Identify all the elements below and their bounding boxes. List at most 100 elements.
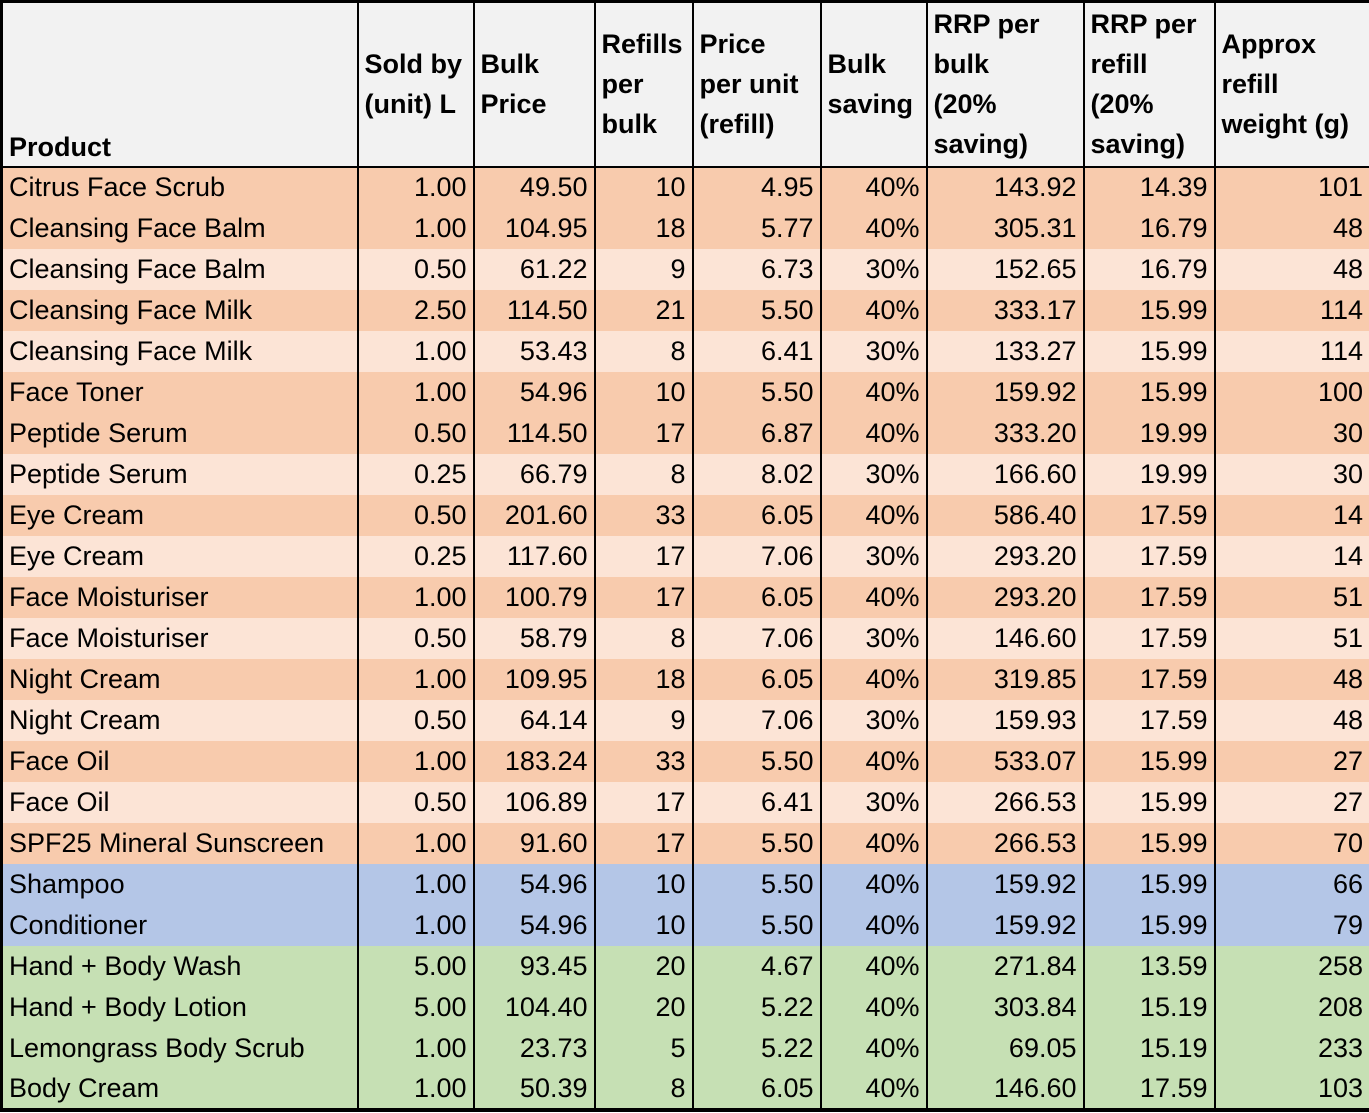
cell-product[interactable]: Cleansing Face Milk <box>1 289 358 331</box>
cell-price-per-unit-refill[interactable]: 5.22 <box>691 986 821 1028</box>
cell-price-per-unit-refill[interactable]: 5.50 <box>691 863 821 905</box>
cell-rrp-per-bulk[interactable]: 266.53 <box>925 822 1084 864</box>
cell-bulk-saving[interactable]: 40% <box>819 412 927 454</box>
cell-rrp-per-bulk[interactable]: 303.84 <box>925 986 1084 1028</box>
cell-rrp-per-refill[interactable]: 15.99 <box>1082 863 1215 905</box>
cell-sold-by-unit-l[interactable]: 5.00 <box>356 986 474 1028</box>
cell-product[interactable]: Peptide Serum <box>1 412 358 454</box>
cell-bulk-saving[interactable]: 40% <box>819 371 927 413</box>
cell-approx-refill-weight[interactable]: 51 <box>1213 576 1369 618</box>
cell-approx-refill-weight[interactable]: 258 <box>1213 945 1369 987</box>
cell-bulk-saving[interactable]: 30% <box>819 699 927 741</box>
column-header-approx-refill-weight[interactable]: Approx refill weight (g) <box>1213 1 1369 168</box>
cell-sold-by-unit-l[interactable]: 1.00 <box>356 863 474 905</box>
column-header-bulk-saving[interactable]: Bulk saving <box>819 1 927 168</box>
cell-refills-per-bulk[interactable]: 9 <box>593 248 693 290</box>
cell-approx-refill-weight[interactable]: 208 <box>1213 986 1369 1028</box>
cell-rrp-per-refill[interactable]: 15.99 <box>1082 822 1215 864</box>
cell-bulk-saving[interactable]: 40% <box>819 576 927 618</box>
cell-product[interactable]: Cleansing Face Milk <box>1 330 358 372</box>
cell-rrp-per-refill[interactable]: 17.59 <box>1082 699 1215 741</box>
cell-approx-refill-weight[interactable]: 66 <box>1213 863 1369 905</box>
cell-rrp-per-bulk[interactable]: 152.65 <box>925 248 1084 290</box>
column-header-sold-by-unit-l[interactable]: Sold by (unit) L <box>356 1 474 168</box>
cell-product[interactable]: Citrus Face Scrub <box>1 166 358 208</box>
cell-bulk-price[interactable]: 201.60 <box>472 494 595 536</box>
cell-bulk-saving[interactable]: 40% <box>819 1027 927 1069</box>
cell-price-per-unit-refill[interactable]: 6.41 <box>691 781 821 823</box>
cell-rrp-per-bulk[interactable]: 333.20 <box>925 412 1084 454</box>
cell-sold-by-unit-l[interactable]: 1.00 <box>356 822 474 864</box>
cell-product[interactable]: Eye Cream <box>1 494 358 536</box>
cell-price-per-unit-refill[interactable]: 5.50 <box>691 740 821 782</box>
cell-bulk-saving[interactable]: 30% <box>819 617 927 659</box>
cell-approx-refill-weight[interactable]: 30 <box>1213 453 1369 495</box>
cell-bulk-price[interactable]: 100.79 <box>472 576 595 618</box>
cell-price-per-unit-refill[interactable]: 5.50 <box>691 289 821 331</box>
cell-bulk-saving[interactable]: 40% <box>819 863 927 905</box>
cell-refills-per-bulk[interactable]: 10 <box>593 371 693 413</box>
cell-sold-by-unit-l[interactable]: 2.50 <box>356 289 474 331</box>
cell-product[interactable]: Face Moisturiser <box>1 617 358 659</box>
cell-rrp-per-refill[interactable]: 15.99 <box>1082 904 1215 946</box>
cell-rrp-per-bulk[interactable]: 159.92 <box>925 863 1084 905</box>
cell-refills-per-bulk[interactable]: 17 <box>593 412 693 454</box>
cell-price-per-unit-refill[interactable]: 5.50 <box>691 822 821 864</box>
cell-product[interactable]: Shampoo <box>1 863 358 905</box>
cell-bulk-price[interactable]: 53.43 <box>472 330 595 372</box>
cell-rrp-per-bulk[interactable]: 146.60 <box>925 1068 1084 1110</box>
cell-bulk-price[interactable]: 109.95 <box>472 658 595 700</box>
cell-approx-refill-weight[interactable]: 27 <box>1213 781 1369 823</box>
cell-rrp-per-refill[interactable]: 17.59 <box>1082 494 1215 536</box>
column-header-bulk-price[interactable]: Bulk Price <box>472 1 595 168</box>
cell-rrp-per-bulk[interactable]: 293.20 <box>925 576 1084 618</box>
cell-sold-by-unit-l[interactable]: 1.00 <box>356 166 474 208</box>
cell-product[interactable]: Conditioner <box>1 904 358 946</box>
cell-product[interactable]: Hand + Body Wash <box>1 945 358 987</box>
cell-rrp-per-refill[interactable]: 15.99 <box>1082 330 1215 372</box>
cell-bulk-price[interactable]: 64.14 <box>472 699 595 741</box>
cell-sold-by-unit-l[interactable]: 1.00 <box>356 371 474 413</box>
cell-product[interactable]: Eye Cream <box>1 535 358 577</box>
cell-bulk-saving[interactable]: 40% <box>819 289 927 331</box>
cell-price-per-unit-refill[interactable]: 5.50 <box>691 904 821 946</box>
cell-bulk-price[interactable]: 54.96 <box>472 863 595 905</box>
cell-product[interactable]: Face Oil <box>1 781 358 823</box>
cell-refills-per-bulk[interactable]: 21 <box>593 289 693 331</box>
cell-refills-per-bulk[interactable]: 17 <box>593 535 693 577</box>
cell-rrp-per-refill[interactable]: 16.79 <box>1082 248 1215 290</box>
cell-refills-per-bulk[interactable]: 20 <box>593 945 693 987</box>
cell-product[interactable]: Hand + Body Lotion <box>1 986 358 1028</box>
cell-approx-refill-weight[interactable]: 14 <box>1213 535 1369 577</box>
cell-price-per-unit-refill[interactable]: 8.02 <box>691 453 821 495</box>
cell-refills-per-bulk[interactable]: 33 <box>593 494 693 536</box>
cell-rrp-per-bulk[interactable]: 333.17 <box>925 289 1084 331</box>
cell-rrp-per-bulk[interactable]: 133.27 <box>925 330 1084 372</box>
cell-price-per-unit-refill[interactable]: 6.73 <box>691 248 821 290</box>
cell-bulk-saving[interactable]: 40% <box>819 986 927 1028</box>
cell-bulk-saving[interactable]: 30% <box>819 330 927 372</box>
cell-sold-by-unit-l[interactable]: 1.00 <box>356 658 474 700</box>
cell-sold-by-unit-l[interactable]: 1.00 <box>356 1068 474 1110</box>
cell-bulk-price[interactable]: 93.45 <box>472 945 595 987</box>
cell-bulk-price[interactable]: 61.22 <box>472 248 595 290</box>
cell-bulk-saving[interactable]: 40% <box>819 945 927 987</box>
cell-bulk-price[interactable]: 104.95 <box>472 207 595 249</box>
column-header-refills-per-bulk[interactable]: Refills per bulk <box>593 1 693 168</box>
cell-bulk-saving[interactable]: 40% <box>819 494 927 536</box>
cell-approx-refill-weight[interactable]: 101 <box>1213 166 1369 208</box>
cell-bulk-saving[interactable]: 40% <box>819 658 927 700</box>
cell-refills-per-bulk[interactable]: 8 <box>593 330 693 372</box>
cell-bulk-price[interactable]: 114.50 <box>472 412 595 454</box>
cell-bulk-saving[interactable]: 40% <box>819 740 927 782</box>
cell-rrp-per-bulk[interactable]: 586.40 <box>925 494 1084 536</box>
cell-product[interactable]: Peptide Serum <box>1 453 358 495</box>
cell-bulk-saving[interactable]: 30% <box>819 781 927 823</box>
cell-approx-refill-weight[interactable]: 51 <box>1213 617 1369 659</box>
cell-approx-refill-weight[interactable]: 48 <box>1213 699 1369 741</box>
cell-sold-by-unit-l[interactable]: 0.50 <box>356 412 474 454</box>
cell-sold-by-unit-l[interactable]: 0.50 <box>356 248 474 290</box>
cell-refills-per-bulk[interactable]: 8 <box>593 617 693 659</box>
cell-rrp-per-refill[interactable]: 14.39 <box>1082 166 1215 208</box>
cell-rrp-per-refill[interactable]: 15.99 <box>1082 781 1215 823</box>
